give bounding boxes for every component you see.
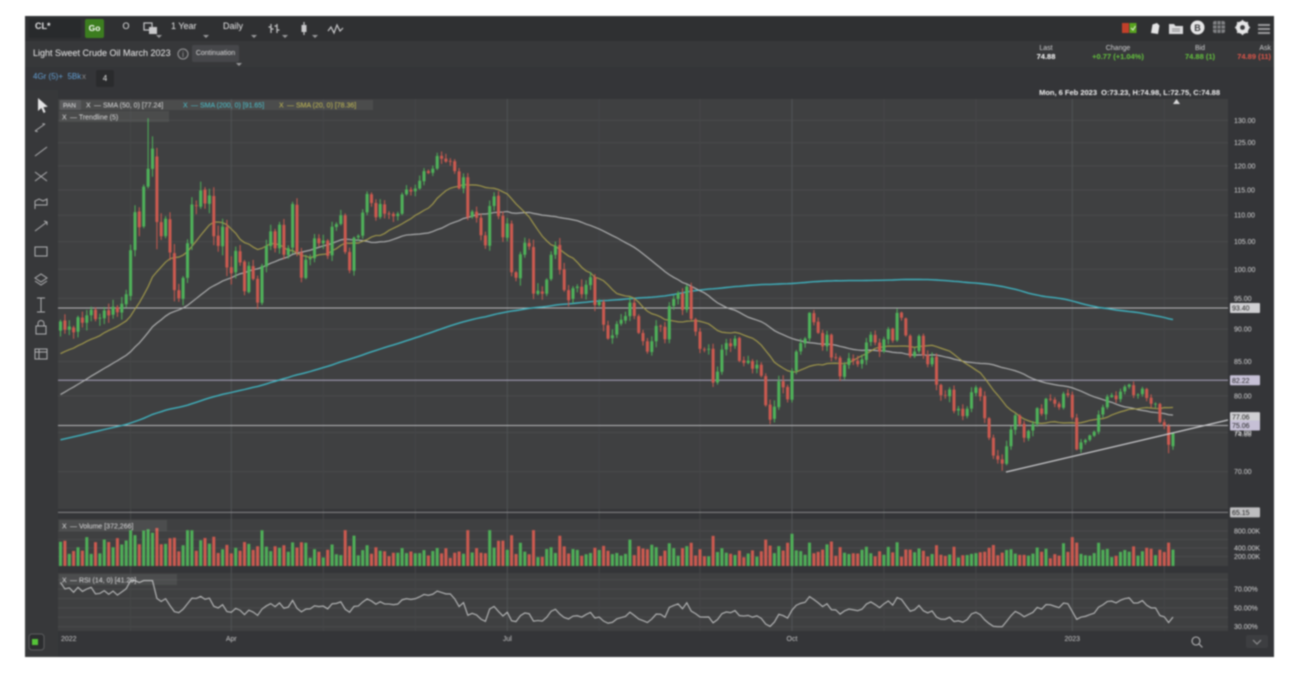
svg-text:130.00: 130.00 [1234,118,1256,125]
svg-text:X: X [183,103,188,110]
svg-text:74.88: 74.88 [1234,432,1252,439]
svg-text:100.00: 100.00 [1234,267,1256,274]
svg-text:— Trendline (5): — Trendline (5) [70,115,118,122]
svg-text:B: B [1194,23,1201,33]
svg-text:PAN: PAN [63,103,76,110]
svg-text:— SMA (50, 0) [77.24]: — SMA (50, 0) [77.24] [94,103,163,110]
svg-text:2022: 2022 [61,636,77,643]
svg-text:80.00: 80.00 [1234,393,1252,400]
svg-text:75.06: 75.06 [1232,423,1250,430]
svg-text:400.00K: 400.00K [1234,546,1260,553]
svg-text:115.00: 115.00 [1234,188,1255,195]
svg-text:110.00: 110.00 [1234,213,1255,220]
svg-text:800.00K: 800.00K [1234,529,1260,536]
svg-text:Jul: Jul [503,636,512,643]
svg-text:95.00: 95.00 [1234,296,1252,303]
svg-text:77.06: 77.06 [1232,415,1250,422]
svg-text:65.15: 65.15 [1232,510,1250,517]
svg-text:200.00K: 200.00K [1234,554,1260,561]
svg-text:i: i [182,50,184,59]
svg-text:X: X [279,103,284,110]
svg-text:70.00%: 70.00% [1234,587,1258,594]
svg-text:75.00: 75.00 [1234,430,1252,437]
svg-text:85.00: 85.00 [1234,359,1252,366]
svg-text:X: X [62,524,67,531]
svg-text:125.00: 125.00 [1234,140,1256,147]
svg-text:— SMA (20, 0) [78.36]: — SMA (20, 0) [78.36] [287,103,356,110]
svg-text:90.00: 90.00 [1234,327,1252,334]
svg-text:Apr: Apr [226,636,238,643]
svg-text:82.22: 82.22 [1232,378,1250,385]
svg-text:2023: 2023 [1065,636,1081,643]
svg-text:120.00: 120.00 [1234,163,1256,170]
svg-text:— SMA (200, 0) [91.65]: — SMA (200, 0) [91.65] [191,103,264,110]
svg-text:50.00%: 50.00% [1234,605,1258,612]
svg-text:— RSI (14, 0) [41.29]: — RSI (14, 0) [41.29] [70,578,136,585]
svg-text:93.40: 93.40 [1232,306,1250,313]
svg-text:105.00: 105.00 [1234,239,1256,246]
svg-text:X: X [62,578,67,585]
svg-text:30.00%: 30.00% [1234,624,1258,631]
svg-text:— Volume [372,266]: — Volume [372,266] [70,524,133,531]
svg-text:X: X [62,115,67,122]
svg-text:70.00: 70.00 [1234,469,1252,476]
svg-text:X: X [86,103,91,110]
svg-text:Oct: Oct [787,636,798,643]
